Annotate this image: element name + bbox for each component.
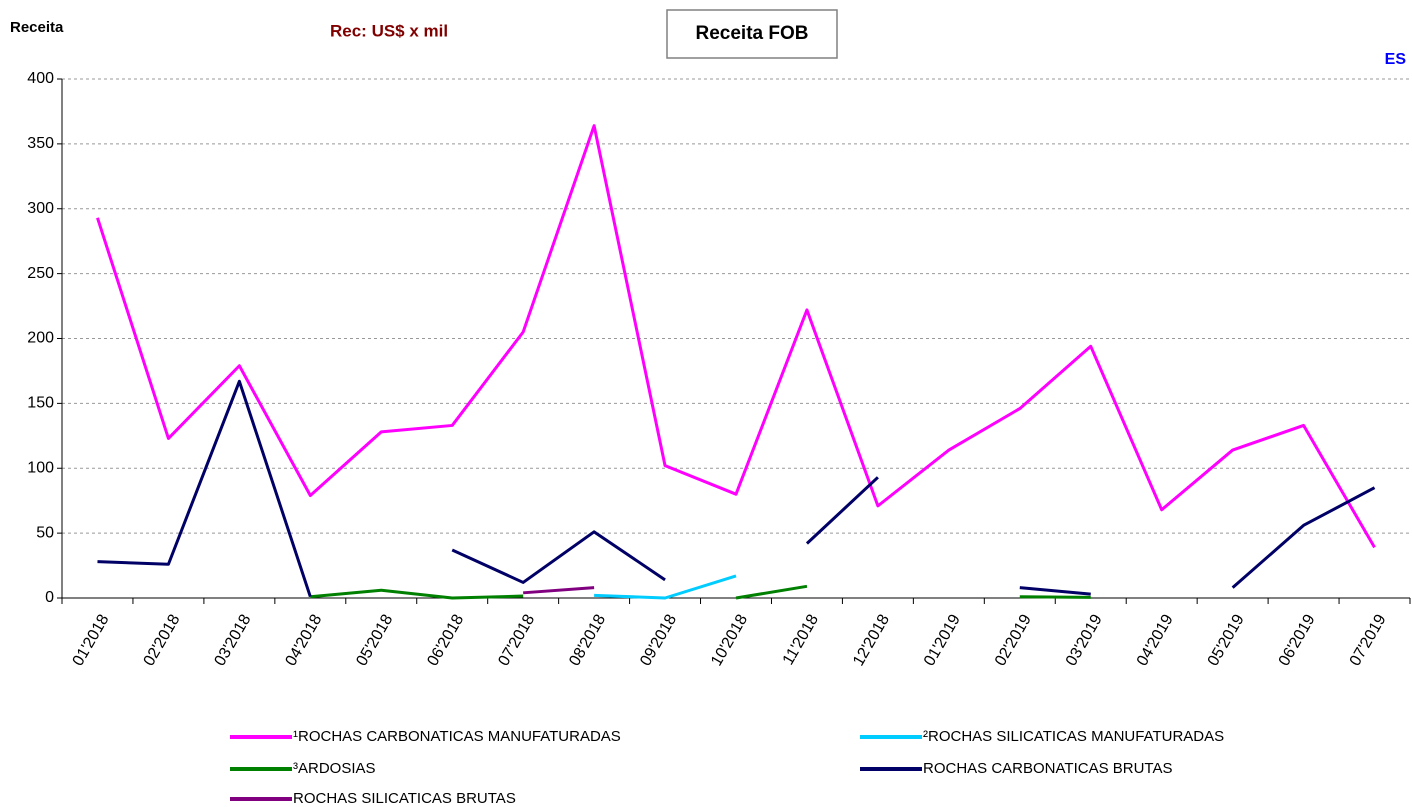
x-tick-label: 11'2018 <box>780 612 822 668</box>
series-line <box>594 574 737 600</box>
x-tick-label: 06'2019 <box>1276 612 1319 669</box>
x-tick-label: 06'2018 <box>424 612 467 669</box>
x-tick-label: 01'2019 <box>921 612 964 669</box>
title-box <box>666 9 838 59</box>
x-tick-label: 05'2019 <box>1205 612 1248 669</box>
y-tick-label: 100 <box>27 459 54 476</box>
chart-title: Receita FOB <box>696 23 809 44</box>
series-line <box>310 584 1091 600</box>
series-line <box>97 379 1376 598</box>
x-tick-label: 03'2018 <box>212 612 255 669</box>
x-tick-label: 01'2018 <box>70 612 113 669</box>
x-tick-label: 10'2018 <box>708 612 751 669</box>
y-tick-label: 0 <box>45 589 54 606</box>
series-line <box>96 124 1376 549</box>
x-tick-label: 04'2019 <box>1134 612 1177 669</box>
x-tick-label: 02'2018 <box>141 612 184 669</box>
x-tick-label: 04'2018 <box>282 612 325 669</box>
y-tick-label: 400 <box>27 70 54 87</box>
y-tick-label: 150 <box>27 395 54 412</box>
legend-label: ²ROCHAS SILICATICAS MANUFATURADAS <box>923 728 1224 745</box>
y-tick-label: 350 <box>27 135 54 152</box>
x-tick-label: 03'2019 <box>1063 612 1106 669</box>
y-axis-label: Receita <box>10 19 64 36</box>
subtitle: Rec: US$ x mil <box>330 21 448 40</box>
x-tick-label: 09'2018 <box>637 612 680 669</box>
x-tick-label: 12'2018 <box>850 612 893 669</box>
annotation: ES <box>1385 51 1407 68</box>
x-tick-label: 08'2018 <box>566 612 609 669</box>
y-tick-label: 50 <box>36 524 54 541</box>
x-tick-label: 07'2018 <box>495 612 538 669</box>
x-tick-label: 02'2019 <box>992 612 1035 669</box>
y-tick-label: 300 <box>27 200 54 217</box>
x-tick-label: 05'2018 <box>353 612 396 669</box>
y-tick-label: 200 <box>27 330 54 347</box>
y-tick-label: 250 <box>27 265 54 282</box>
legend-label: ROCHAS CARBONATICAS BRUTAS <box>923 760 1172 777</box>
series-line <box>523 586 595 595</box>
legend-label: ¹ROCHAS CARBONATICAS MANUFATURADAS <box>293 728 621 745</box>
x-tick-label: 07'2019 <box>1347 612 1390 669</box>
legend-label: ³ARDOSIAS <box>293 760 376 777</box>
legend-label: ROCHAS SILICATICAS BRUTAS <box>293 790 516 807</box>
